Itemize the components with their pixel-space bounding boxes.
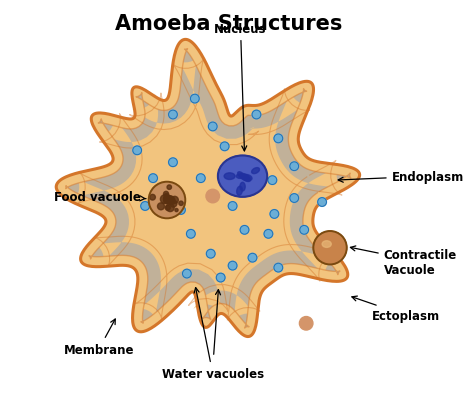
Circle shape (313, 232, 347, 265)
Circle shape (167, 197, 175, 205)
Ellipse shape (218, 156, 267, 197)
Ellipse shape (243, 175, 252, 181)
Ellipse shape (237, 172, 244, 178)
Circle shape (196, 174, 205, 183)
Circle shape (165, 206, 170, 211)
Circle shape (206, 190, 219, 203)
Circle shape (164, 198, 168, 202)
Circle shape (141, 202, 149, 211)
Text: Water vacuoles: Water vacuoles (162, 288, 264, 380)
Circle shape (290, 194, 299, 203)
Circle shape (252, 111, 261, 119)
Ellipse shape (237, 187, 242, 196)
Circle shape (160, 195, 169, 204)
Circle shape (300, 226, 309, 234)
Circle shape (274, 135, 283, 143)
Circle shape (216, 273, 225, 282)
Text: Membrane: Membrane (64, 319, 134, 356)
Circle shape (133, 147, 142, 155)
Circle shape (300, 317, 313, 330)
Ellipse shape (322, 241, 331, 248)
Circle shape (169, 158, 177, 167)
Circle shape (268, 176, 277, 185)
Circle shape (228, 262, 237, 270)
Polygon shape (56, 40, 360, 337)
Circle shape (164, 194, 169, 199)
Circle shape (169, 111, 177, 119)
Ellipse shape (243, 176, 251, 182)
Circle shape (170, 200, 177, 208)
Circle shape (164, 192, 169, 197)
Circle shape (318, 198, 327, 207)
Circle shape (290, 162, 299, 171)
Ellipse shape (252, 168, 259, 174)
Text: Ectoplasm: Ectoplasm (352, 296, 440, 322)
Circle shape (270, 210, 279, 219)
Circle shape (179, 202, 183, 206)
Circle shape (167, 185, 172, 190)
Ellipse shape (239, 174, 249, 181)
Text: Contractile
Vacuole: Contractile Vacuole (350, 246, 457, 276)
Circle shape (274, 264, 283, 272)
Circle shape (186, 230, 195, 239)
Circle shape (209, 123, 217, 132)
Circle shape (164, 197, 171, 204)
Text: Food vacuole: Food vacuole (54, 190, 146, 203)
Text: Endoplasm: Endoplasm (338, 170, 464, 183)
Circle shape (149, 174, 157, 183)
Ellipse shape (224, 173, 235, 180)
Circle shape (175, 209, 178, 212)
Circle shape (166, 204, 174, 212)
Circle shape (182, 270, 191, 278)
Circle shape (166, 196, 174, 204)
Circle shape (191, 95, 199, 104)
Text: Amoeba Structures: Amoeba Structures (115, 14, 342, 34)
Ellipse shape (241, 175, 250, 182)
Polygon shape (66, 49, 351, 328)
Circle shape (164, 196, 172, 203)
Circle shape (157, 203, 164, 210)
Circle shape (164, 196, 168, 201)
Circle shape (206, 250, 215, 258)
Circle shape (176, 206, 185, 215)
Ellipse shape (240, 183, 245, 192)
Circle shape (220, 143, 229, 151)
Circle shape (240, 226, 249, 234)
Polygon shape (74, 57, 344, 322)
Circle shape (264, 230, 273, 239)
Circle shape (150, 195, 155, 200)
Text: Nucleus: Nucleus (214, 23, 267, 151)
Circle shape (171, 197, 178, 204)
Circle shape (228, 202, 237, 211)
Circle shape (149, 182, 185, 219)
Ellipse shape (237, 175, 244, 179)
Circle shape (248, 254, 257, 262)
